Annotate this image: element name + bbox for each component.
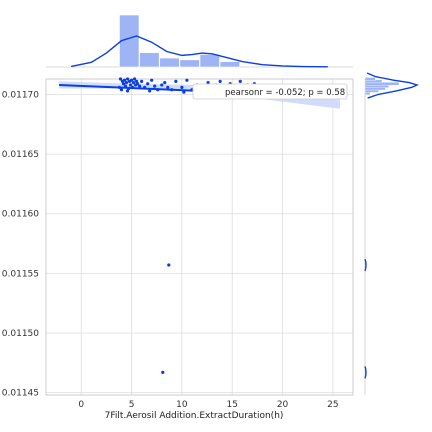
scatter-point	[218, 79, 222, 83]
marginal-top-panel	[46, 14, 353, 68]
scatter-point	[130, 85, 135, 89]
y-tick-label: 0.01160	[2, 210, 39, 220]
scatter-point	[163, 80, 167, 85]
scatter-point	[132, 77, 137, 81]
scatter-point	[119, 88, 124, 92]
main-panel-frame	[45, 78, 354, 396]
scatter-point	[143, 85, 147, 89]
grid-lines	[46, 79, 353, 395]
x-tick-label: 0	[78, 400, 84, 410]
scatter-point	[122, 78, 127, 82]
x-hist-bar	[219, 61, 240, 68]
scatter-point	[118, 77, 123, 81]
scatter-point	[156, 88, 160, 92]
scatter-point	[166, 85, 170, 89]
scatter-point	[128, 83, 133, 87]
scatter-point	[121, 82, 126, 86]
scatter-point	[185, 78, 189, 82]
scatter-point	[117, 85, 122, 89]
x-hist-bar	[139, 52, 160, 68]
y-tick-labels: 0.01145 0.01150 0.01155 0.01160 0.01165 0.011…	[2, 91, 39, 399]
x-kde-curve	[71, 35, 328, 68]
scatter-point	[129, 78, 134, 82]
scatter-point	[150, 78, 154, 82]
scatter-point	[123, 84, 128, 88]
y-tick-label: 0.01145	[2, 389, 39, 399]
y-kde-outlier-bump	[364, 366, 367, 379]
x-tick-label: 20	[277, 400, 289, 410]
y-tick-label: 0.01165	[2, 150, 39, 160]
scatter-point	[135, 82, 140, 86]
scatter-point	[238, 79, 242, 83]
scatter-point	[148, 89, 152, 93]
x-hist-bar	[159, 57, 180, 68]
scatter-point	[131, 80, 136, 85]
x-tick-labels: 0 5 10 15 20 25	[78, 400, 338, 410]
y-kde-curve	[366, 72, 419, 99]
scatter-points	[117, 77, 281, 374]
joint-panel: 0 5 10 15 20 25 0.011450.011500.011550.011600…	[2, 77, 354, 421]
x-hist-bar	[199, 54, 220, 68]
legend-frame	[192, 83, 348, 100]
marginal-right-panel	[364, 72, 419, 395]
scatter-point	[174, 79, 178, 83]
x-tick-label: 15	[226, 400, 237, 410]
scatter-point	[153, 84, 157, 88]
scatter-point	[125, 89, 130, 93]
x-tick-label: 5	[129, 400, 135, 410]
scatter-point	[146, 82, 150, 86]
pearson-annotation: pearsonr = -0.052; p = 0.58	[225, 88, 345, 98]
y-tick-label: 0.01150	[2, 329, 39, 339]
x-tick-label: 10	[176, 400, 188, 410]
scatter-point	[140, 79, 144, 83]
y-tick-label: 0.01170	[2, 91, 39, 101]
y-kde-outlier-bump	[364, 258, 367, 272]
scatter-point	[182, 90, 186, 94]
scatter-point	[170, 88, 174, 92]
y-hist-bar	[364, 77, 376, 81]
scatter-point	[161, 370, 165, 374]
scatter-point	[206, 80, 210, 85]
y-tick-label: 0.01155	[2, 269, 39, 279]
scatter-point	[167, 263, 171, 267]
scatter-point	[138, 84, 142, 88]
scatter-point	[180, 85, 184, 89]
x-hist-bar	[179, 59, 200, 68]
x-hist-bar	[119, 14, 140, 68]
x-tick-label: 25	[327, 400, 338, 410]
scatter-point	[125, 77, 130, 81]
scatter-point	[124, 80, 129, 85]
legend-box: pearsonr = -0.052; p = 0.58	[192, 83, 348, 100]
scatter-point	[160, 83, 164, 87]
x-axis-label: 7Filt.Aerosil Addition.ExtractDuration(h…	[105, 411, 284, 421]
